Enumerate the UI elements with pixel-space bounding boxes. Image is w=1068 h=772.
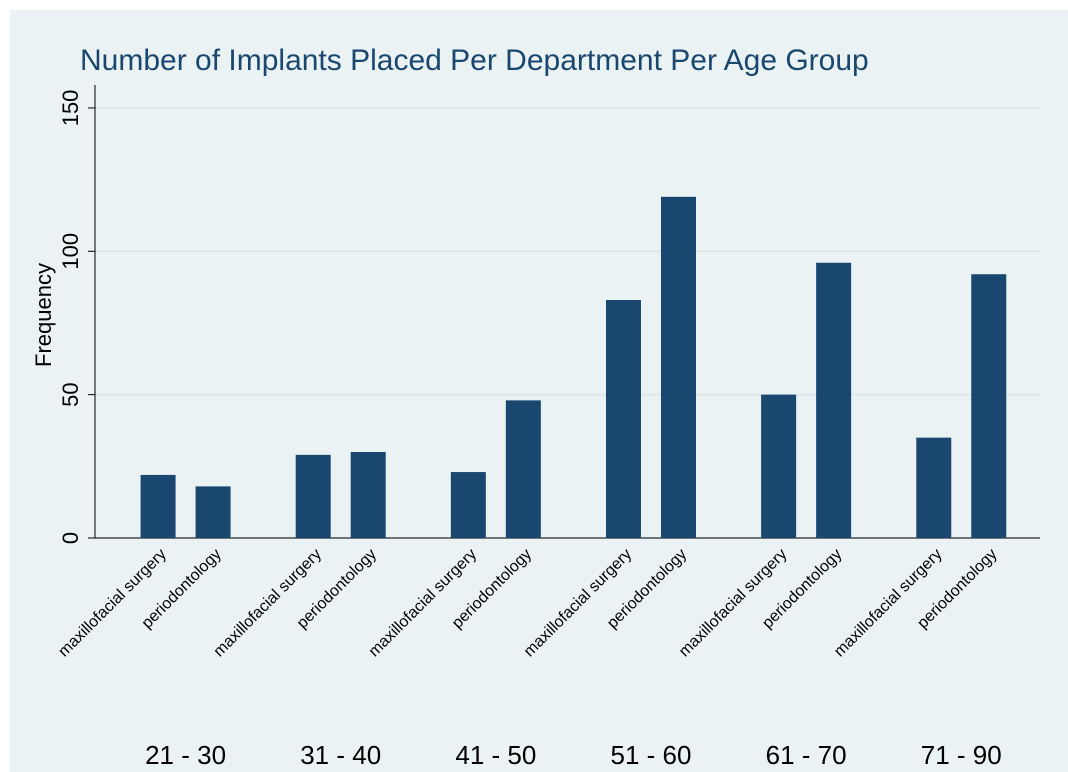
bar (140, 474, 176, 538)
bar (916, 437, 952, 538)
y-axis-label: Frequency (31, 263, 56, 367)
chart-title: Number of Implants Placed Per Department… (80, 44, 869, 77)
group-label: 51 - 60 (611, 740, 692, 770)
bar (450, 472, 486, 538)
bar (295, 454, 331, 538)
group-label: 61 - 70 (766, 740, 847, 770)
group-label: 71 - 90 (921, 740, 1002, 770)
group-label: 41 - 50 (455, 740, 536, 770)
bar (816, 262, 852, 538)
background (10, 10, 1068, 772)
y-tick-label: 50 (58, 382, 83, 406)
group-label: 21 - 30 (145, 740, 226, 770)
bar (761, 394, 797, 538)
y-tick-label: 100 (58, 233, 83, 270)
bar (195, 486, 231, 538)
group-label: 31 - 40 (300, 740, 381, 770)
bar (350, 451, 386, 538)
y-tick-label: 0 (58, 532, 83, 544)
bar (605, 300, 641, 538)
bar (505, 400, 541, 538)
bar (660, 196, 696, 538)
bar (971, 274, 1007, 538)
y-tick-label: 150 (58, 90, 83, 127)
